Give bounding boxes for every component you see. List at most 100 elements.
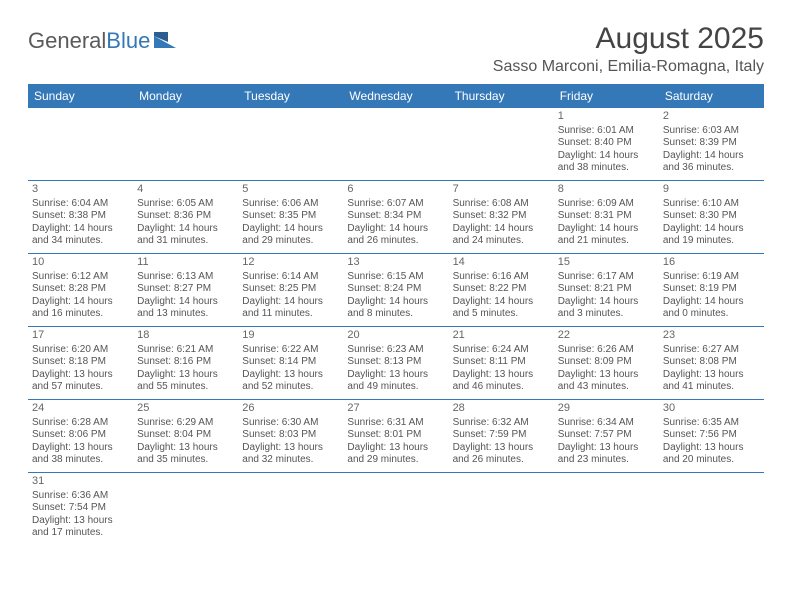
calendar-day-cell: 13Sunrise: 6:15 AMSunset: 8:24 PMDayligh…	[343, 254, 448, 327]
day-number: 30	[663, 402, 760, 416]
sunrise-text: Sunrise: 6:09 AM	[558, 198, 655, 211]
day-number: 26	[242, 402, 339, 416]
sunrise-text: Sunrise: 6:17 AM	[558, 271, 655, 284]
sunrise-text: Sunrise: 6:14 AM	[242, 271, 339, 284]
daylight-text: and 29 minutes.	[347, 454, 444, 467]
sunset-text: Sunset: 8:04 PM	[137, 429, 234, 442]
calendar-day-cell: 12Sunrise: 6:14 AMSunset: 8:25 PMDayligh…	[238, 254, 343, 327]
daylight-text: and 52 minutes.	[242, 381, 339, 394]
day-number: 12	[242, 256, 339, 270]
daylight-text: and 31 minutes.	[137, 235, 234, 248]
calendar-empty-cell	[554, 473, 659, 546]
calendar-day-cell: 11Sunrise: 6:13 AMSunset: 8:27 PMDayligh…	[133, 254, 238, 327]
calendar-head: SundayMondayTuesdayWednesdayThursdayFrid…	[28, 84, 764, 108]
calendar-day-cell: 29Sunrise: 6:34 AMSunset: 7:57 PMDayligh…	[554, 400, 659, 473]
sunrise-text: Sunrise: 6:36 AM	[32, 490, 129, 503]
daylight-text: and 8 minutes.	[347, 308, 444, 321]
calendar-week-row: 31Sunrise: 6:36 AMSunset: 7:54 PMDayligh…	[28, 473, 764, 546]
sunset-text: Sunset: 8:18 PM	[32, 356, 129, 369]
daylight-text: and 32 minutes.	[242, 454, 339, 467]
day-number: 31	[32, 475, 129, 489]
sunrise-text: Sunrise: 6:05 AM	[137, 198, 234, 211]
weekday-header: Thursday	[449, 84, 554, 108]
day-number: 5	[242, 183, 339, 197]
daylight-text: Daylight: 13 hours	[32, 442, 129, 455]
day-number: 8	[558, 183, 655, 197]
sunrise-text: Sunrise: 6:32 AM	[453, 417, 550, 430]
daylight-text: and 55 minutes.	[137, 381, 234, 394]
calendar-day-cell: 27Sunrise: 6:31 AMSunset: 8:01 PMDayligh…	[343, 400, 448, 473]
sunset-text: Sunset: 8:01 PM	[347, 429, 444, 442]
sunrise-text: Sunrise: 6:13 AM	[137, 271, 234, 284]
sunset-text: Sunset: 8:22 PM	[453, 283, 550, 296]
day-number: 22	[558, 329, 655, 343]
sunset-text: Sunset: 8:09 PM	[558, 356, 655, 369]
daylight-text: Daylight: 14 hours	[137, 223, 234, 236]
logo-text-blue: Blue	[106, 28, 150, 54]
sunset-text: Sunset: 7:59 PM	[453, 429, 550, 442]
daylight-text: and 3 minutes.	[558, 308, 655, 321]
calendar-day-cell: 22Sunrise: 6:26 AMSunset: 8:09 PMDayligh…	[554, 327, 659, 400]
flag-icon	[154, 32, 178, 50]
calendar-empty-cell	[449, 108, 554, 181]
daylight-text: Daylight: 13 hours	[32, 369, 129, 382]
calendar-day-cell: 5Sunrise: 6:06 AMSunset: 8:35 PMDaylight…	[238, 181, 343, 254]
sunset-text: Sunset: 8:24 PM	[347, 283, 444, 296]
daylight-text: Daylight: 14 hours	[453, 223, 550, 236]
calendar-day-cell: 2Sunrise: 6:03 AMSunset: 8:39 PMDaylight…	[659, 108, 764, 181]
sunset-text: Sunset: 8:06 PM	[32, 429, 129, 442]
logo-text-general: General	[28, 28, 106, 54]
day-number: 18	[137, 329, 234, 343]
location: Sasso Marconi, Emilia-Romagna, Italy	[493, 58, 764, 76]
sunset-text: Sunset: 8:36 PM	[137, 210, 234, 223]
sunrise-text: Sunrise: 6:04 AM	[32, 198, 129, 211]
calendar-empty-cell	[343, 473, 448, 546]
daylight-text: Daylight: 13 hours	[453, 442, 550, 455]
daylight-text: and 21 minutes.	[558, 235, 655, 248]
daylight-text: Daylight: 14 hours	[663, 150, 760, 163]
sunset-text: Sunset: 8:32 PM	[453, 210, 550, 223]
calendar-day-cell: 18Sunrise: 6:21 AMSunset: 8:16 PMDayligh…	[133, 327, 238, 400]
calendar-day-cell: 23Sunrise: 6:27 AMSunset: 8:08 PMDayligh…	[659, 327, 764, 400]
sunset-text: Sunset: 8:27 PM	[137, 283, 234, 296]
calendar-day-cell: 10Sunrise: 6:12 AMSunset: 8:28 PMDayligh…	[28, 254, 133, 327]
daylight-text: Daylight: 13 hours	[32, 515, 129, 528]
day-number: 3	[32, 183, 129, 197]
calendar-empty-cell	[343, 108, 448, 181]
daylight-text: Daylight: 14 hours	[453, 296, 550, 309]
daylight-text: Daylight: 13 hours	[558, 369, 655, 382]
weekday-header: Tuesday	[238, 84, 343, 108]
sunset-text: Sunset: 7:56 PM	[663, 429, 760, 442]
day-number: 16	[663, 256, 760, 270]
calendar-day-cell: 1Sunrise: 6:01 AMSunset: 8:40 PMDaylight…	[554, 108, 659, 181]
day-number: 7	[453, 183, 550, 197]
daylight-text: Daylight: 13 hours	[347, 442, 444, 455]
calendar-day-cell: 8Sunrise: 6:09 AMSunset: 8:31 PMDaylight…	[554, 181, 659, 254]
day-number: 21	[453, 329, 550, 343]
daylight-text: and 34 minutes.	[32, 235, 129, 248]
sunset-text: Sunset: 8:03 PM	[242, 429, 339, 442]
daylight-text: Daylight: 14 hours	[32, 296, 129, 309]
day-number: 25	[137, 402, 234, 416]
sunset-text: Sunset: 8:14 PM	[242, 356, 339, 369]
daylight-text: and 38 minutes.	[558, 162, 655, 175]
day-number: 23	[663, 329, 760, 343]
day-number: 13	[347, 256, 444, 270]
sunset-text: Sunset: 8:30 PM	[663, 210, 760, 223]
calendar-day-cell: 25Sunrise: 6:29 AMSunset: 8:04 PMDayligh…	[133, 400, 238, 473]
calendar-day-cell: 15Sunrise: 6:17 AMSunset: 8:21 PMDayligh…	[554, 254, 659, 327]
daylight-text: Daylight: 14 hours	[558, 223, 655, 236]
calendar-table: SundayMondayTuesdayWednesdayThursdayFrid…	[28, 84, 764, 545]
calendar-empty-cell	[28, 108, 133, 181]
calendar-day-cell: 3Sunrise: 6:04 AMSunset: 8:38 PMDaylight…	[28, 181, 133, 254]
daylight-text: and 57 minutes.	[32, 381, 129, 394]
daylight-text: Daylight: 14 hours	[32, 223, 129, 236]
sunrise-text: Sunrise: 6:26 AM	[558, 344, 655, 357]
daylight-text: Daylight: 13 hours	[242, 442, 339, 455]
day-number: 28	[453, 402, 550, 416]
calendar-empty-cell	[659, 473, 764, 546]
day-number: 6	[347, 183, 444, 197]
daylight-text: and 11 minutes.	[242, 308, 339, 321]
weekday-header: Sunday	[28, 84, 133, 108]
day-number: 14	[453, 256, 550, 270]
